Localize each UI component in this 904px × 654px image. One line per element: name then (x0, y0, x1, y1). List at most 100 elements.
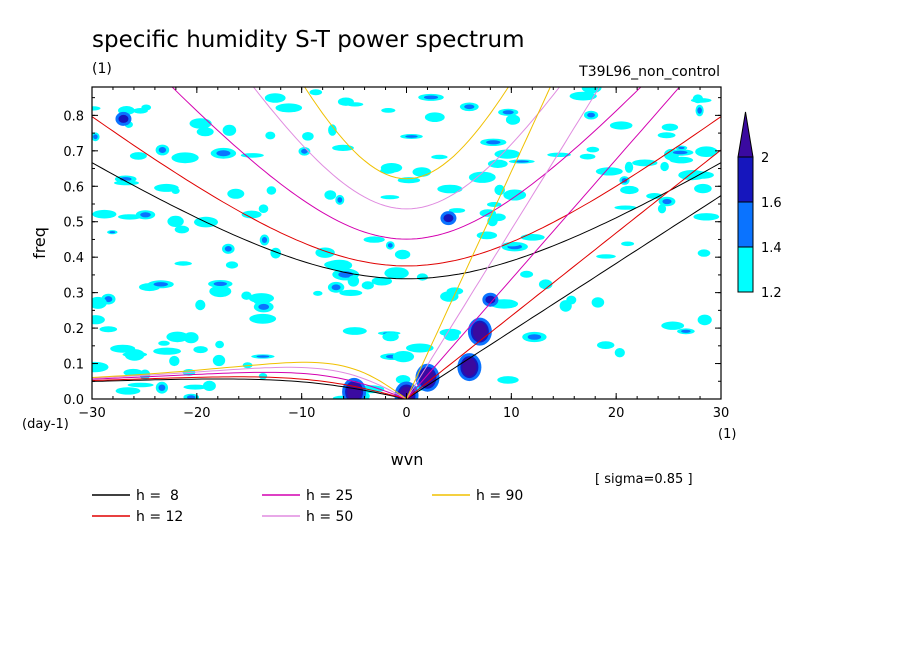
x-tick-label: 20 (608, 406, 625, 421)
power-contour-level-1 (694, 183, 712, 194)
power-contour-level-1 (697, 249, 711, 257)
subtitle-left: (1) (92, 61, 112, 77)
power-contour-level-1 (127, 382, 154, 388)
power-contour-level-1 (258, 373, 268, 380)
x-axis-label: wvn (391, 450, 424, 469)
power-contour-level-2 (587, 112, 595, 118)
y-axis: 0.0 0.1 0.2 0.3 0.4 0.5 0.6 0.7 0.8 (63, 97, 721, 408)
power-contour-level-1 (337, 97, 354, 106)
y-axis-label: freq (30, 227, 49, 259)
rossby-wave-curve (92, 366, 407, 399)
power-peak-mid (485, 295, 496, 304)
power-contour-level-1 (183, 384, 208, 390)
y-tick-label: 0.0 (63, 393, 84, 408)
legend: h = 8 h = 12 h = 25 h = 50 h = 90 (92, 488, 523, 525)
power-contour-level-1 (394, 249, 411, 260)
power-contour-level-2 (514, 160, 529, 163)
power-contour-level-2 (224, 246, 232, 252)
sigma-note: [ sigma=0.85 ] (595, 472, 693, 487)
power-contour-level-1 (520, 234, 545, 241)
colorbar: 2 1.6 1.4 1.2 (737, 111, 782, 301)
power-contour-level-1 (212, 354, 226, 367)
colorbar-label: 1.6 (761, 196, 782, 211)
legend-label: h = 25 (306, 488, 353, 504)
power-contour-level-1 (361, 281, 374, 290)
power-contour-level-1 (505, 114, 521, 125)
power-contour-level-1 (371, 276, 392, 286)
kelvin-wave-curve (406, 87, 601, 399)
power-contour-level-1 (328, 124, 337, 136)
inertia-gravity-curve (171, 87, 642, 240)
power-contour-level-1 (169, 355, 180, 367)
power-contour-level-1 (646, 193, 663, 199)
power-contour-level-1 (153, 347, 182, 355)
power-contour-level-2 (186, 395, 196, 399)
power-contour-level-1 (114, 180, 139, 186)
power-contour-level-2 (405, 135, 418, 138)
power-contour-level-2 (104, 296, 113, 303)
inertia-gravity-curve (304, 87, 509, 180)
legend-label: h = 50 (306, 509, 353, 525)
power-contour-level-1 (614, 205, 637, 210)
power-contour-level-1 (697, 314, 712, 326)
power-contour-level-1 (209, 285, 232, 298)
power-contour-level-1 (215, 340, 225, 349)
power-contour-level-2 (109, 231, 116, 234)
power-contour-level-1 (309, 89, 323, 96)
power-contour-level-1 (693, 213, 720, 221)
power-contour-level-1 (384, 267, 409, 279)
power-contour-level-1 (313, 290, 323, 296)
power-contour-level-1 (315, 247, 335, 258)
power-contour-level-1 (392, 351, 415, 363)
power-contour-level-2 (213, 281, 227, 286)
colorbar-segment (737, 201, 754, 248)
chart-title: specific humidity S-T power spectrum (92, 27, 524, 53)
power-contour-level-1 (174, 225, 190, 234)
power-contour-level-1 (591, 297, 605, 308)
colorbar-label: 2 (761, 151, 769, 166)
inertia-gravity-curve (252, 87, 561, 210)
power-contour-level-1 (487, 159, 508, 168)
power-contour-level-1 (92, 209, 117, 219)
power-contour-level-2 (678, 146, 685, 150)
y-tick-label: 0.6 (63, 180, 84, 195)
power-contour-level-1 (363, 236, 385, 243)
power-contour-level-1 (437, 184, 463, 194)
kelvin-wave-curve (406, 87, 551, 399)
power-contour-level-1 (538, 279, 553, 290)
power-contour-level-1 (624, 161, 634, 173)
power-contour-level-1 (347, 275, 360, 287)
power-contour-level-1 (476, 231, 498, 240)
power-contour-level-1 (690, 98, 712, 103)
legend-label: h = 90 (476, 488, 523, 504)
power-contour-level-1 (166, 331, 189, 343)
colorbar-extend-max (737, 111, 754, 158)
y-tick-label: 0.7 (63, 145, 84, 160)
power-contour-level-1 (412, 167, 432, 177)
y-tick-label: 0.2 (63, 322, 84, 337)
power-contour-level-2 (387, 243, 393, 248)
power-contour-level-1 (490, 213, 506, 222)
power-contour-level-1 (183, 332, 199, 344)
power-contour-level-1 (661, 123, 679, 131)
power-contour-level-2 (464, 104, 475, 110)
power-peak-core (462, 358, 477, 377)
kelvin-wave-curve (406, 87, 681, 399)
power-contour-level-2 (486, 140, 501, 145)
colorbar-segment (737, 246, 754, 293)
power-contour-level-2 (216, 150, 231, 157)
power-contour-level-1 (302, 132, 314, 141)
power-contour-level-1 (657, 204, 667, 214)
power-contour-level-1 (632, 159, 658, 167)
legend-label: h = 8 (136, 488, 179, 504)
power-contour-level-1 (342, 327, 367, 335)
power-peak-core (420, 368, 435, 387)
power-contour-level-1 (202, 380, 216, 391)
colorbar-label: 1.2 (761, 286, 782, 301)
power-contour-level-1 (406, 343, 434, 353)
power-contour-level-1 (118, 214, 142, 220)
power-contour-level-1 (669, 156, 694, 164)
power-contour-level-1 (431, 154, 448, 160)
power-contours (92, 87, 720, 399)
power-contour-level-1 (275, 103, 303, 113)
